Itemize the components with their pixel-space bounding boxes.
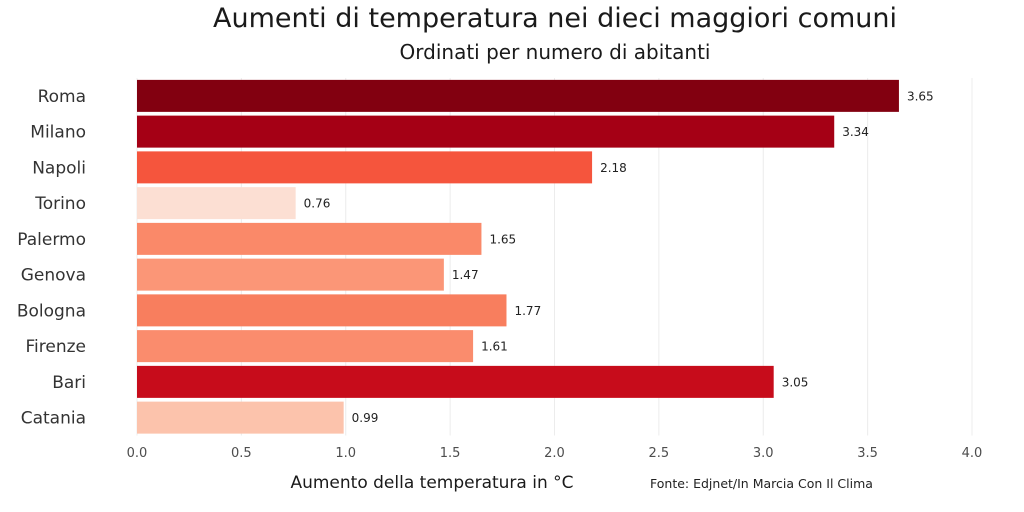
source-note: Fonte: Edjnet/In Marcia Con Il Clima xyxy=(650,476,873,491)
chart-subtitle: Ordinati per numero di abitanti xyxy=(399,40,711,64)
x-tick-label: 2.0 xyxy=(544,446,565,461)
data-label: 3.65 xyxy=(907,89,934,103)
data-label: 0.99 xyxy=(352,411,379,425)
data-label: 3.34 xyxy=(842,125,869,139)
x-tick-label: 1.0 xyxy=(335,446,356,461)
bar xyxy=(137,330,474,363)
bar xyxy=(137,294,507,327)
bar xyxy=(137,79,899,112)
category-label: Genova xyxy=(21,266,86,286)
bar xyxy=(137,365,774,398)
category-label: Firenze xyxy=(26,337,87,357)
x-tick-label: 4.0 xyxy=(962,446,983,461)
x-tick-label: 0.0 xyxy=(127,446,148,461)
category-label: Bari xyxy=(52,373,86,393)
bar xyxy=(137,258,444,291)
category-label: Roma xyxy=(38,87,86,107)
data-label: 1.61 xyxy=(481,340,508,354)
category-label: Torino xyxy=(34,194,86,214)
x-tick-label: 1.5 xyxy=(440,446,461,461)
category-label: Catania xyxy=(21,409,86,429)
bar xyxy=(137,151,593,184)
data-label: 3.05 xyxy=(782,375,809,389)
x-tick-label: 2.5 xyxy=(649,446,670,461)
x-tick-label: 3.0 xyxy=(753,446,774,461)
data-label: 0.76 xyxy=(304,197,331,211)
category-label: Napoli xyxy=(32,158,86,178)
x-tick-label: 3.5 xyxy=(857,446,878,461)
chart-title: Aumenti di temperatura nei dieci maggior… xyxy=(212,3,898,34)
bar xyxy=(137,222,482,255)
data-label: 1.77 xyxy=(514,304,541,318)
data-label: 1.47 xyxy=(452,268,479,282)
x-axis-title: Aumento della temperatura in °C xyxy=(290,473,573,493)
bar xyxy=(137,187,296,220)
x-tick-label: 0.5 xyxy=(231,446,252,461)
category-label: Palermo xyxy=(17,230,86,250)
bar xyxy=(137,115,835,148)
category-label: Bologna xyxy=(17,301,86,321)
data-label: 2.18 xyxy=(600,161,627,175)
data-label: 1.65 xyxy=(489,232,516,246)
bar xyxy=(137,401,344,434)
category-label: Milano xyxy=(30,123,86,143)
